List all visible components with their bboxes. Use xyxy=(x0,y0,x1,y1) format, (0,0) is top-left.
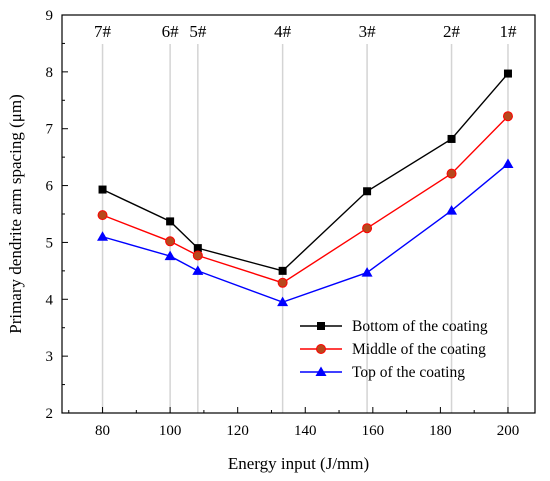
data-point xyxy=(447,134,456,143)
legend-marker xyxy=(315,366,327,376)
x-tick-label: 140 xyxy=(294,423,317,439)
x-tick-label: 200 xyxy=(497,423,520,439)
y-axis-title: Primary dendrite arm spacing (μm) xyxy=(6,94,25,334)
sample-label: 3# xyxy=(359,22,377,41)
series-square xyxy=(98,69,512,275)
data-point xyxy=(97,231,109,241)
data-point xyxy=(166,217,175,226)
axis-titles: Energy input (J/mm) Primary dendrite arm … xyxy=(6,94,369,473)
legend-label: Bottom of the coating xyxy=(352,318,488,335)
x-tick-label: 180 xyxy=(429,423,452,439)
x-tick-label: 160 xyxy=(362,423,385,439)
data-point xyxy=(503,69,512,78)
data-point xyxy=(361,267,373,277)
legend-marker xyxy=(316,344,326,354)
sample-label: 4# xyxy=(274,22,292,41)
data-point xyxy=(502,158,514,168)
data-point xyxy=(278,266,287,275)
series-layer xyxy=(97,69,514,307)
y-tick-label: 8 xyxy=(46,65,54,81)
series-circle xyxy=(97,111,513,288)
data-point xyxy=(363,187,372,196)
legend-label: Top of the coating xyxy=(352,364,465,381)
legend-label: Middle of the coating xyxy=(352,341,486,358)
data-point xyxy=(446,205,458,215)
data-point xyxy=(277,296,289,307)
x-tick-label: 80 xyxy=(95,423,110,439)
x-tick-label: 120 xyxy=(226,423,249,439)
y-tick-label: 7 xyxy=(46,122,54,138)
data-point xyxy=(193,244,202,253)
y-tick-label: 2 xyxy=(46,406,54,422)
sample-label: 1# xyxy=(499,22,517,41)
legend-marker xyxy=(317,322,325,330)
data-point xyxy=(502,111,513,122)
y-tick-label: 9 xyxy=(46,8,54,24)
x-tick-label: 100 xyxy=(159,423,182,439)
data-point xyxy=(192,265,204,275)
sample-label: 6# xyxy=(162,22,180,41)
sample-label: 5# xyxy=(189,22,207,41)
data-point xyxy=(164,250,176,261)
data-point xyxy=(192,250,203,261)
axis-ticks: 80 100 120 140 160 180 200 2 3 4 5 6 7 8 9 xyxy=(46,8,520,439)
data-point xyxy=(362,223,373,234)
series-line xyxy=(102,163,509,303)
data-point xyxy=(165,236,176,247)
data-point xyxy=(277,277,288,288)
legend: Bottom of the coating Middle of the coati… xyxy=(300,318,488,381)
y-tick-label: 3 xyxy=(46,349,54,365)
data-point xyxy=(97,210,108,221)
sample-label: 2# xyxy=(443,22,461,41)
sample-label: 7# xyxy=(94,22,112,41)
data-point xyxy=(98,185,107,194)
y-tick-label: 5 xyxy=(46,235,54,251)
y-tick-label: 6 xyxy=(46,179,54,195)
data-point xyxy=(446,168,457,179)
y-tick-label: 4 xyxy=(46,292,54,308)
series-triangle xyxy=(97,158,514,307)
x-axis-title: Energy input (J/mm) xyxy=(228,454,369,473)
